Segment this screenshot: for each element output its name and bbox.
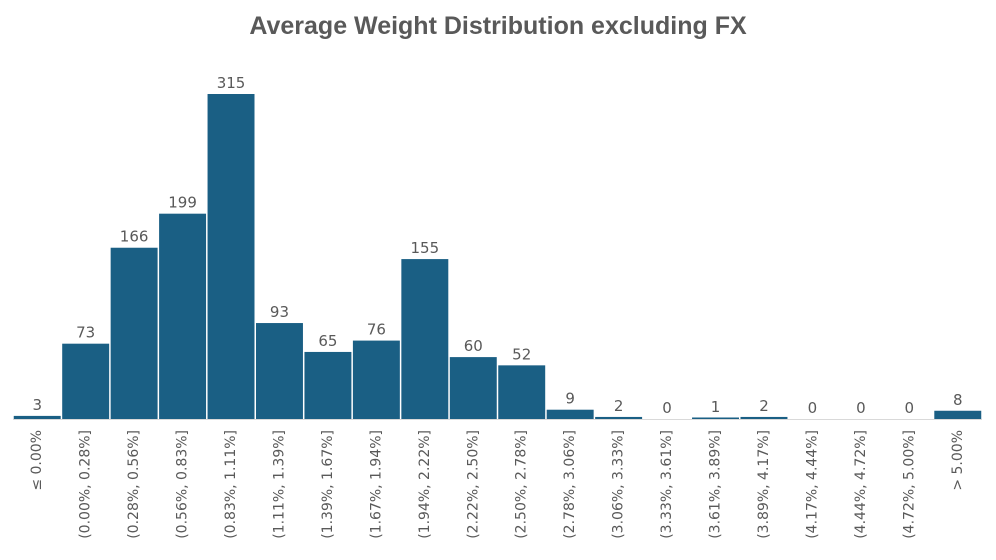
- data-label-0: 3: [32, 396, 42, 414]
- bar-9: [449, 357, 497, 419]
- tick-label-6: (1.39%, 1.67%]: [320, 430, 336, 539]
- data-label-4: 315: [217, 74, 246, 92]
- bar-12: [595, 416, 643, 419]
- tick-label-16: (4.17%, 4.44%]: [804, 430, 820, 539]
- tick-label-11: (2.78%, 3.06%]: [562, 430, 578, 539]
- bar-3: [159, 213, 207, 419]
- data-label-8: 155: [411, 239, 440, 257]
- tick-label-0: ≤ 0.00%: [29, 430, 45, 491]
- data-label-6: 65: [318, 332, 337, 350]
- bar-0: [13, 415, 61, 419]
- bar-2: [110, 247, 158, 419]
- data-label-11: 9: [565, 390, 575, 408]
- tick-label-18: (4.72%, 5.00%]: [901, 430, 917, 539]
- tick-label-2: (0.28%, 0.56%]: [126, 430, 142, 539]
- bar-5: [256, 323, 303, 419]
- data-label-16: 0: [808, 399, 818, 417]
- bar-1: [62, 343, 110, 419]
- tick-label-8: (1.94%, 2.22%]: [417, 430, 433, 539]
- data-label-9: 60: [464, 337, 483, 355]
- tick-label-10: (2.50%, 2.78%]: [514, 430, 530, 539]
- tick-label-14: (3.61%, 3.89%]: [708, 430, 724, 539]
- bar-10: [498, 365, 546, 419]
- tick-label-19: > 5.00%: [950, 430, 966, 491]
- data-label-10: 52: [512, 345, 531, 363]
- bar-14: [692, 417, 739, 419]
- tick-label-1: (0.00%, 0.28%]: [78, 430, 94, 539]
- bar-15: [740, 416, 788, 419]
- tick-label-15: (3.89%, 4.17%]: [756, 430, 772, 539]
- data-label-7: 76: [367, 321, 386, 339]
- data-label-1: 73: [76, 324, 95, 342]
- bar-7: [352, 340, 400, 419]
- data-label-19: 8: [953, 391, 963, 409]
- tick-label-3: (0.56%, 0.83%]: [175, 430, 191, 539]
- tick-label-7: (1.67%, 1.94%]: [368, 430, 384, 539]
- data-label-12: 2: [614, 397, 624, 415]
- tick-label-9: (2.22%, 2.50%]: [465, 430, 481, 539]
- bar-19: [934, 410, 982, 419]
- data-label-13: 0: [662, 399, 672, 417]
- tick-label-13: (3.33%, 3.61%]: [659, 430, 675, 539]
- chart-title: Average Weight Distribution excluding FX: [249, 12, 747, 40]
- tick-label-12: (3.06%, 3.33%]: [611, 430, 627, 539]
- data-label-18: 0: [905, 399, 915, 417]
- bar-11: [546, 409, 594, 419]
- tick-label-5: (1.11%, 1.39%]: [271, 430, 287, 539]
- bar-8: [401, 259, 449, 419]
- data-label-15: 2: [759, 397, 769, 415]
- tick-label-17: (4.44%, 4.72%]: [853, 430, 869, 539]
- tick-label-4: (0.83%, 1.11%]: [223, 430, 239, 539]
- data-label-3: 199: [168, 194, 197, 212]
- data-label-17: 0: [856, 399, 866, 417]
- data-label-2: 166: [120, 228, 149, 246]
- data-label-14: 1: [711, 398, 721, 416]
- data-label-5: 93: [270, 303, 289, 321]
- bar-6: [304, 351, 352, 419]
- bar-4: [207, 94, 255, 419]
